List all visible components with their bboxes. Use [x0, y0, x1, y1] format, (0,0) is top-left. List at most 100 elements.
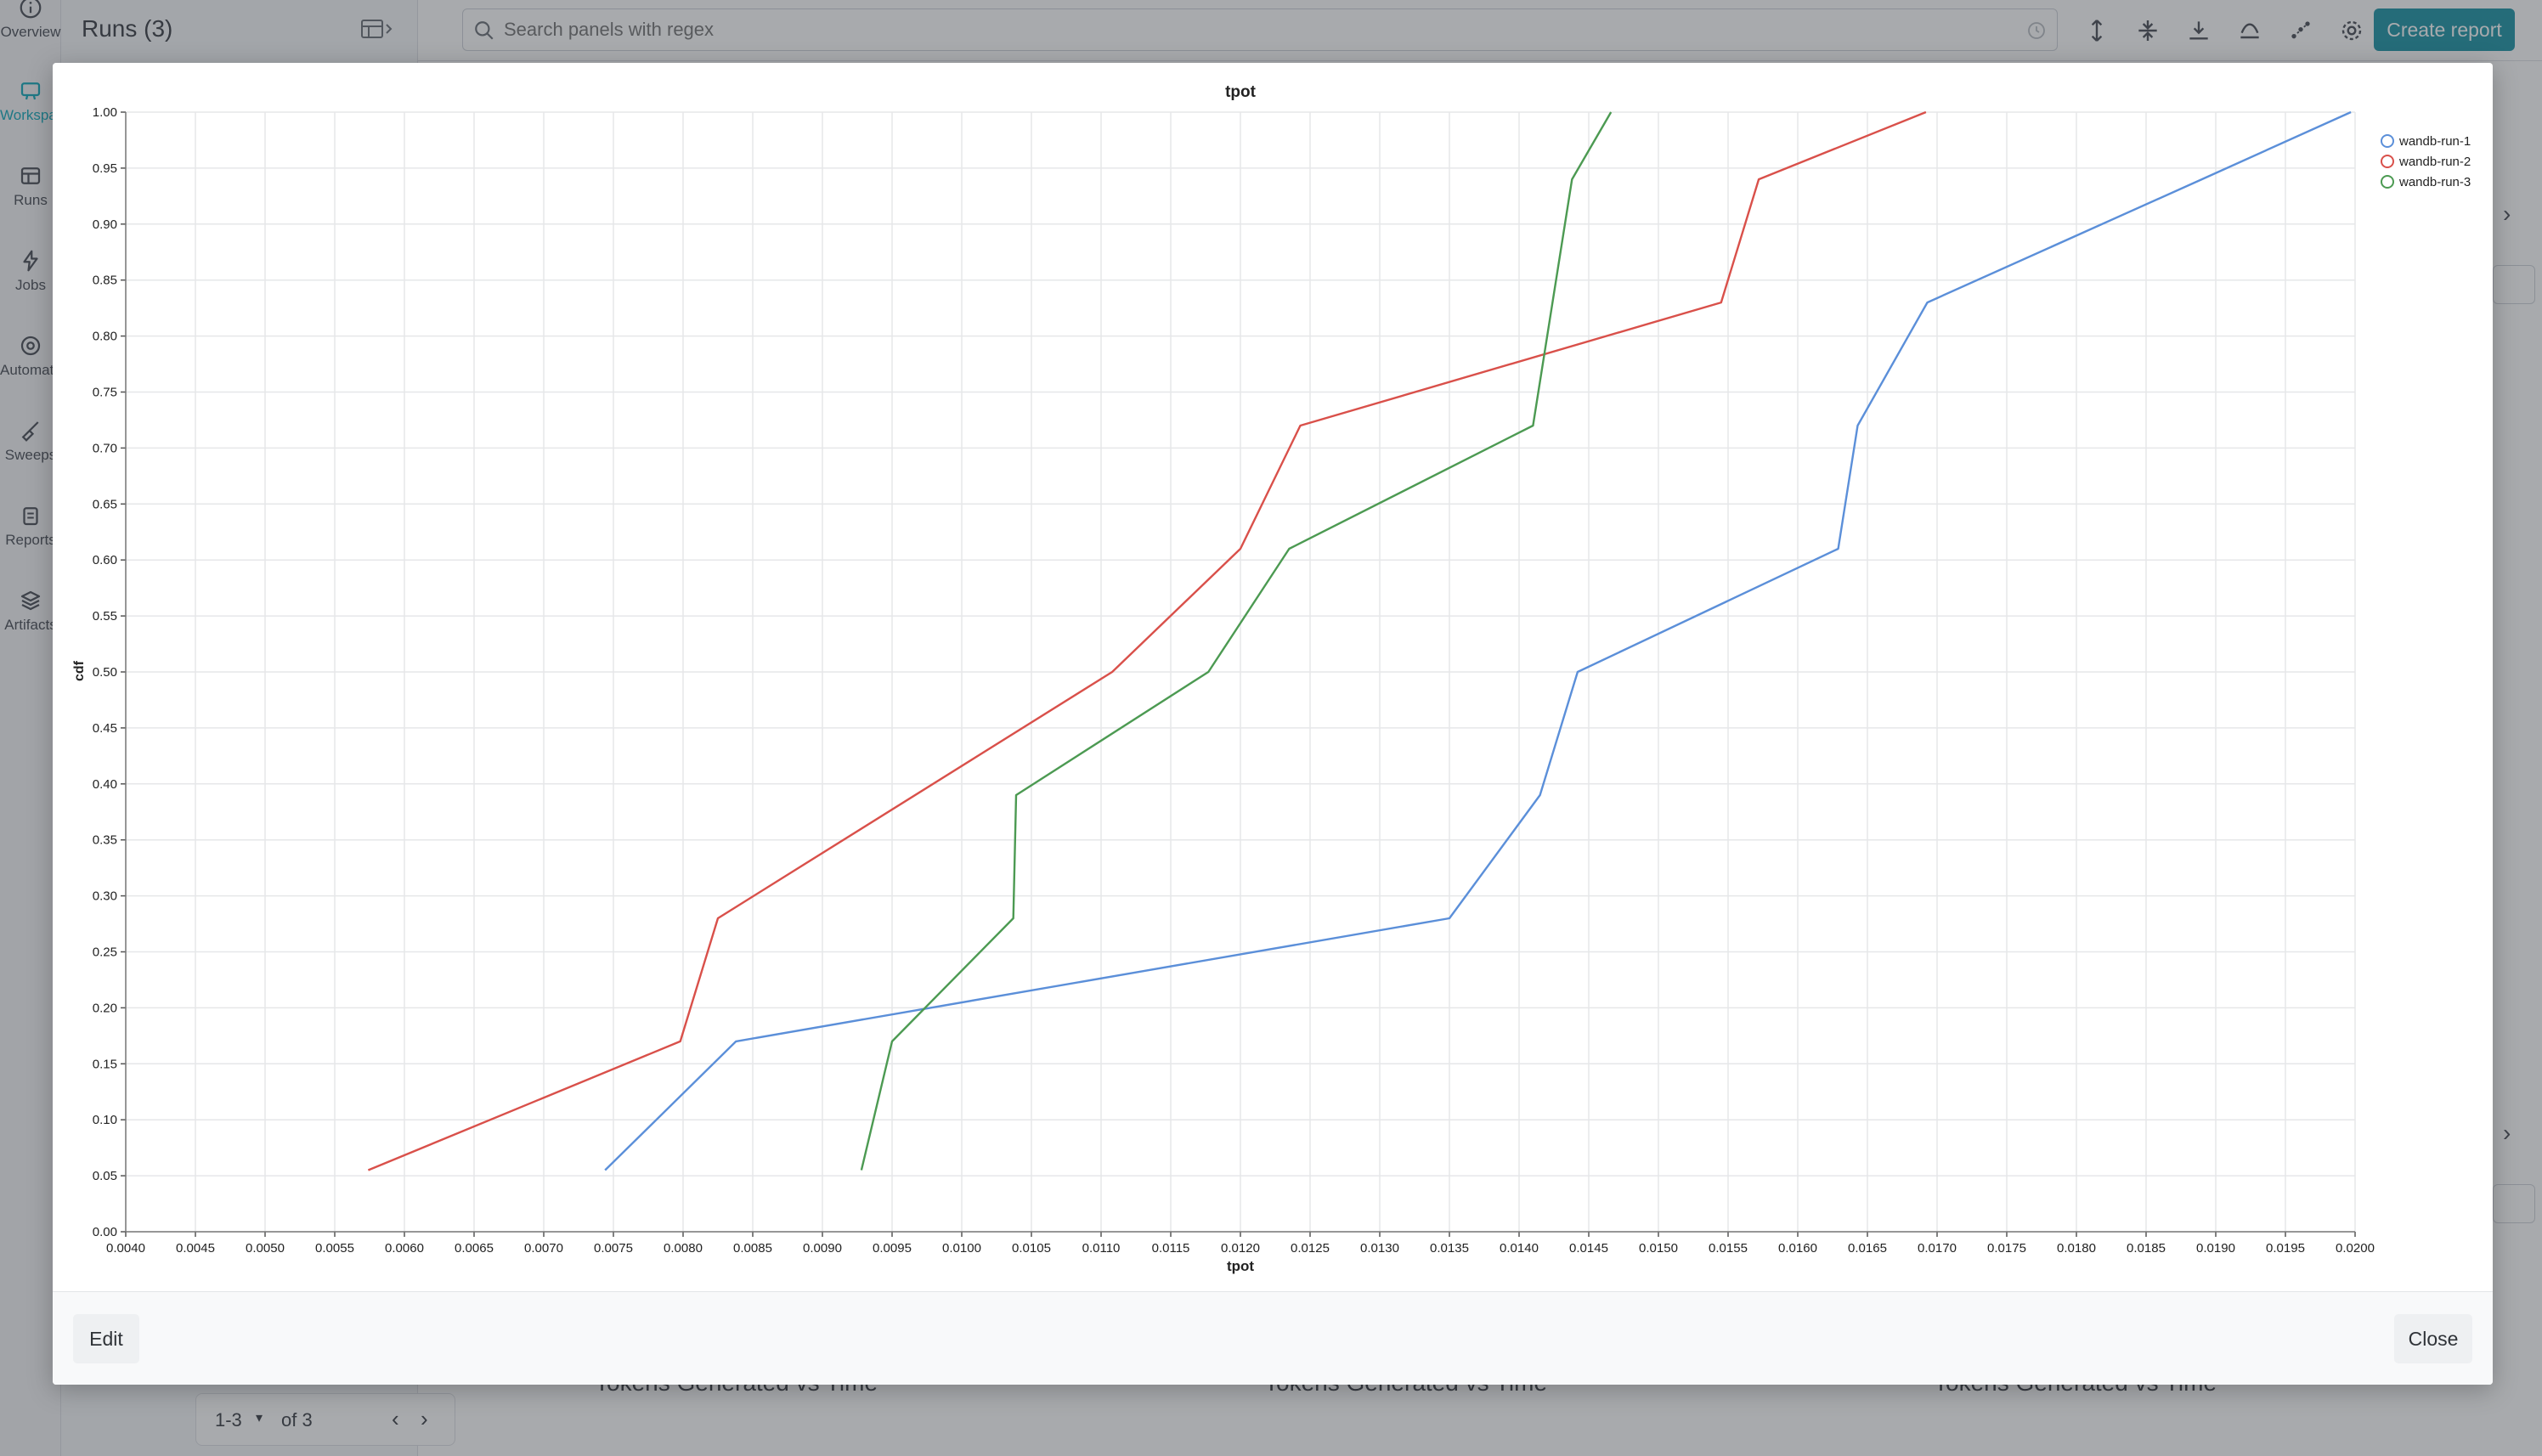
- smoothing-icon[interactable]: [2185, 17, 2212, 44]
- nav-item-artifacts[interactable]: Artifacts: [0, 588, 61, 664]
- outliers-icon[interactable]: [2287, 17, 2314, 44]
- broom-icon: [21, 421, 39, 442]
- history-icon[interactable]: [2026, 20, 2047, 41]
- grid: [125, 111, 2356, 1233]
- x-tick-label: 0.0065: [455, 1241, 494, 1256]
- x-tick-label: 0.0155: [1709, 1241, 1748, 1256]
- x-tick-label: 0.0145: [1569, 1241, 1608, 1256]
- y-tick-label: 0.35: [93, 833, 117, 848]
- top-bar: Create report: [418, 0, 2542, 61]
- modal-footer: [53, 1291, 2493, 1385]
- x-tick-label: 0.0135: [1430, 1241, 1469, 1256]
- lightning-icon: [23, 250, 38, 272]
- gear-icon[interactable]: [2338, 17, 2365, 44]
- left-nav: Overview Workspace Runs Jobs Automations…: [0, 0, 61, 1456]
- y-tick-label: 0.40: [93, 777, 117, 792]
- nav-label: Automations: [0, 362, 61, 378]
- chart-modal: 0.0040 0.0045 0.0050 0.0055 0.0060 0.0065 0.00…: [53, 63, 2493, 1385]
- y-tick-label: 0.85: [93, 274, 117, 288]
- y-tick-label: 0.15: [93, 1057, 117, 1071]
- create-report-button[interactable]: Create report: [2374, 8, 2515, 51]
- legend-marker: [2381, 175, 2394, 189]
- side-control[interactable]: [2493, 265, 2535, 304]
- pager-range[interactable]: 1-3: [215, 1409, 242, 1431]
- y-tick-label: 0.55: [93, 609, 117, 624]
- y-tick-label: 0.25: [93, 945, 117, 960]
- x-tick-label: 0.0095: [873, 1241, 912, 1256]
- automation-icon: [20, 336, 41, 356]
- runs-title: Runs (3): [82, 15, 173, 42]
- chevron-down-icon[interactable]: ▾: [256, 1411, 263, 1425]
- x-tick-label: 0.0130: [1360, 1241, 1399, 1256]
- x-tick-label: 0.0175: [1987, 1241, 2026, 1256]
- legend: wandb-run-1 wandb-run-2 wandb-run-3: [2381, 134, 2471, 189]
- y-tick-label: 0.30: [93, 889, 117, 904]
- y-tick-label: 0.00: [93, 1225, 117, 1239]
- nav-label: Overview: [0, 24, 61, 40]
- x-tick-label: 0.0040: [106, 1241, 145, 1256]
- y-tick-label: 0.60: [93, 553, 117, 567]
- panel-search[interactable]: [462, 8, 2058, 51]
- chevron-right-icon[interactable]: ›: [2503, 200, 2511, 227]
- x-tick-label: 0.0120: [1221, 1241, 1260, 1256]
- chevron-right-icon[interactable]: ›: [421, 1406, 428, 1431]
- y-axis-label: cdf: [72, 660, 87, 681]
- close-button[interactable]: Close: [2394, 1314, 2472, 1363]
- x-tick-label: 0.0080: [664, 1241, 703, 1256]
- x-tick-label: 0.0050: [246, 1241, 285, 1256]
- nav-item-workspace[interactable]: Workspace: [0, 78, 61, 155]
- x-tick-label: 0.0160: [1778, 1241, 1817, 1256]
- x-tick-label: 0.0180: [2057, 1241, 2096, 1256]
- expand-vertical-icon[interactable]: [2083, 17, 2110, 44]
- y-tick-label: 0.10: [93, 1113, 117, 1127]
- x-tick-label: 0.0070: [524, 1241, 563, 1256]
- nav-label: Artifacts: [4, 617, 57, 633]
- workspace-icon: [20, 82, 41, 100]
- legend-marker: [2381, 134, 2394, 148]
- nav-item-runs[interactable]: Runs: [0, 163, 61, 240]
- axes: 0.0040 0.0045 0.0050 0.0055 0.0060 0.0065 0.00…: [93, 105, 2375, 1256]
- legend-marker: [2381, 155, 2394, 168]
- side-control[interactable]: [2493, 1184, 2535, 1223]
- x-tick-label: 0.0170: [1918, 1241, 1957, 1256]
- series-layer: [367, 110, 2352, 1171]
- x-tick-label: 0.0115: [1152, 1241, 1190, 1256]
- x-tick-label: 0.0110: [1082, 1241, 1121, 1256]
- nav-item-jobs[interactable]: Jobs: [0, 248, 61, 324]
- table-toggle-icon[interactable]: [360, 17, 394, 41]
- legend-label: wandb-run-1: [2398, 134, 2471, 149]
- y-tick-label: 0.50: [93, 665, 117, 680]
- x-tick-label: 0.0075: [594, 1241, 633, 1256]
- x-tick-label: 0.0125: [1291, 1241, 1330, 1256]
- nav-label: Sweeps: [4, 447, 57, 463]
- table-icon: [20, 167, 41, 184]
- y-tick-label: 0.80: [93, 330, 117, 344]
- y-tick-label: 0.65: [93, 497, 117, 511]
- legend-label: wandb-run-2: [2398, 155, 2471, 169]
- series-line-wandb-run-3: [860, 111, 1613, 1171]
- chevron-right-icon[interactable]: ›: [2503, 1120, 2511, 1146]
- series-line-wandb-run-2: [367, 110, 1927, 1171]
- clipboard-icon: [23, 507, 38, 526]
- nav-item-automations[interactable]: Automations: [0, 333, 61, 409]
- edit-button[interactable]: Edit: [73, 1314, 139, 1363]
- info-icon: [20, 0, 42, 19]
- x-tick-label: 0.0055: [315, 1241, 354, 1256]
- x-tick-label: 0.0105: [1012, 1241, 1051, 1256]
- nav-item-overview[interactable]: Overview: [0, 0, 61, 71]
- nav-item-reports[interactable]: Reports: [0, 503, 61, 579]
- pager-total: of 3: [281, 1409, 313, 1431]
- x-tick-label: 0.0045: [176, 1241, 215, 1256]
- y-tick-label: 0.90: [93, 217, 117, 232]
- nav-label: Workspace: [0, 107, 61, 123]
- collapse-vertical-icon[interactable]: [2134, 17, 2161, 44]
- y-tick-label: 1.00: [93, 105, 117, 120]
- line-chart: 0.0040 0.0045 0.0050 0.0055 0.0060 0.0065 0.00…: [72, 83, 2471, 1274]
- chevron-left-icon[interactable]: ‹: [392, 1406, 399, 1431]
- x-tick-label: 0.0195: [2266, 1241, 2305, 1256]
- x-tick-label: 0.0090: [803, 1241, 842, 1256]
- nav-label: Jobs: [15, 277, 46, 293]
- xaxis-icon[interactable]: [2236, 17, 2263, 44]
- nav-item-sweeps[interactable]: Sweeps: [0, 418, 61, 494]
- search-input[interactable]: [504, 16, 1999, 43]
